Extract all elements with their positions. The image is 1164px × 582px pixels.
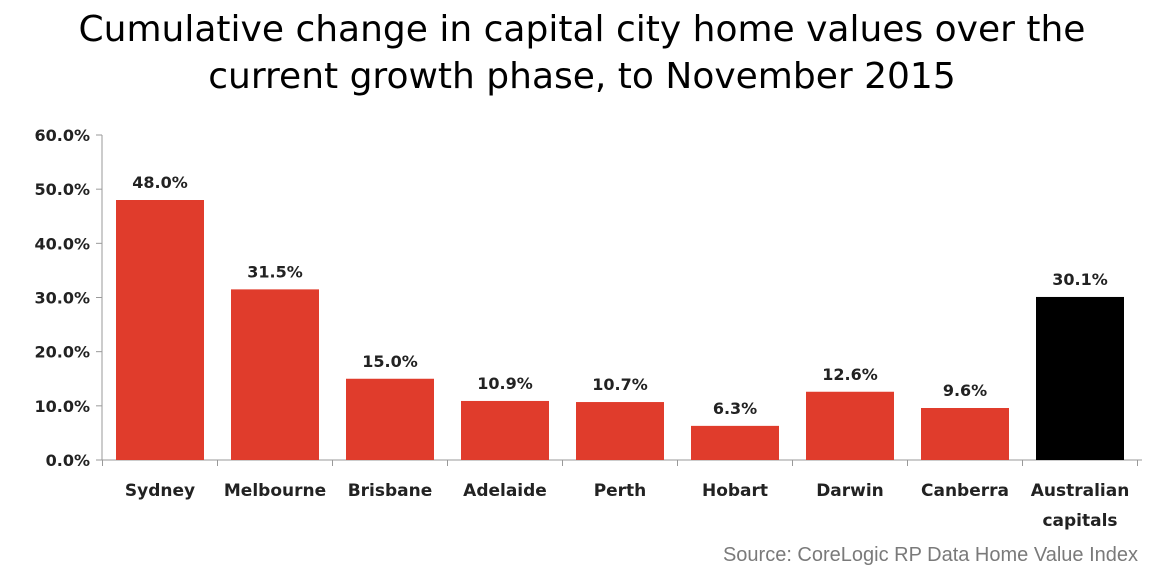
bar [806,391,894,460]
chart-title-line-2: current growth phase, to November 2015 [208,56,956,97]
x-tick-label: Sydney [125,481,195,501]
data-label: 10.9% [477,374,533,393]
y-tick-label: 30.0% [34,289,90,308]
data-label: 6.3% [713,399,757,418]
data-label: 48.0% [132,173,188,192]
y-tick-label: 10.0% [34,397,90,416]
data-label: 9.6% [943,381,987,400]
data-label: 12.6% [822,365,878,384]
x-tick-label: capitals [1042,511,1117,531]
bar [231,289,319,460]
bar [1036,296,1124,460]
labels: 0.0% 10.0% 20.0% 30.0% 40.0% 50.0% 60.0% 48.0% S… [34,126,1129,531]
data-label: 10.7% [592,375,648,394]
source-note: Source: CoreLogic RP Data Home Value Ind… [722,544,1138,566]
y-tick-label: 50.0% [34,180,90,199]
chart-title-line-1: Cumulative change in capital city home v… [78,9,1086,50]
bar [691,425,779,460]
data-label: 31.5% [247,262,303,281]
x-tick-label: Darwin [816,481,884,501]
x-tick-label: Canberra [921,481,1009,501]
bar [921,408,1009,460]
chart-title: Cumulative change in capital city home v… [0,6,1164,100]
x-tick-label: Brisbane [348,481,433,501]
x-tick-label: Adelaide [463,481,547,501]
bar [461,400,549,460]
y-tick-label: 0.0% [46,451,90,470]
x-tick-label: Australian [1031,481,1130,501]
x-tick-label: Hobart [702,481,768,501]
bars [116,200,1124,460]
bar [346,378,434,460]
y-tick-label: 60.0% [34,126,90,145]
data-label: 30.1% [1052,270,1108,289]
x-tick-label: Melbourne [224,481,326,501]
data-label: 15.0% [362,352,418,371]
x-tick-label: Perth [594,481,647,501]
y-tick-label: 40.0% [34,234,90,253]
y-tick-label: 20.0% [34,343,90,362]
bar [576,402,664,460]
bar [116,200,204,460]
